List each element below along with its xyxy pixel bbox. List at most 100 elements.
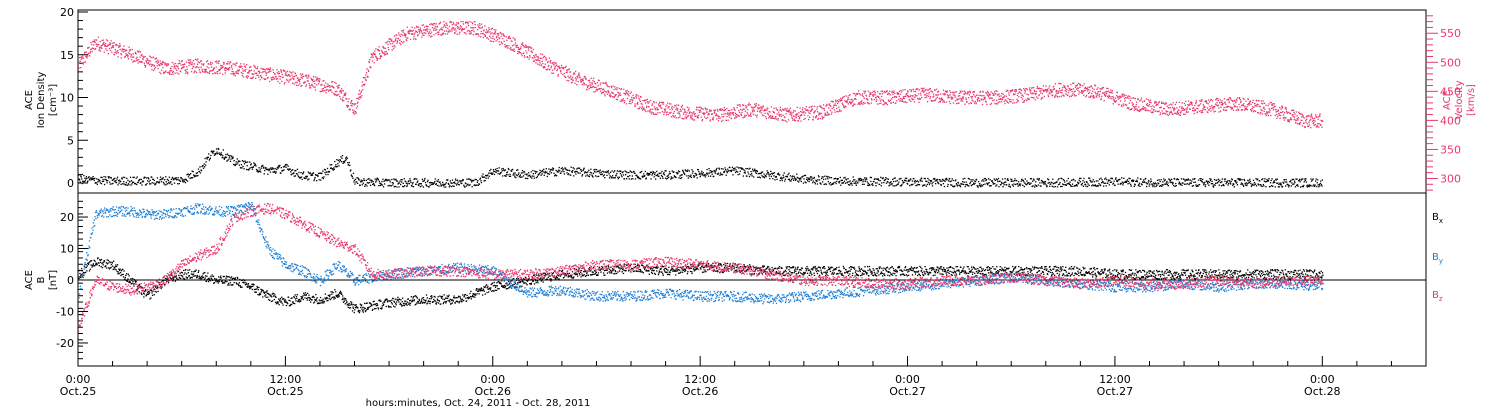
velocity-point [968,103,970,105]
density-point [87,180,89,182]
density-point [517,169,519,171]
density-point [646,173,648,175]
velocity-point [951,96,953,98]
density-point [291,173,293,175]
velocity-point [621,100,623,102]
velocity-point [103,41,105,44]
density-point [101,180,104,183]
density-point [103,175,105,178]
density-point [687,169,689,171]
velocity-point [688,109,690,111]
density-point [377,179,379,181]
density-point [602,175,604,177]
velocity-point [255,67,257,70]
velocity-point [1244,107,1246,109]
density-point [327,173,329,176]
velocity-point [212,73,214,75]
velocity-point [166,72,169,74]
density-point [530,176,532,178]
velocity-point [1177,112,1180,114]
velocity-point [200,60,202,62]
velocity-point [144,64,146,66]
velocity-point [425,29,427,32]
velocity-point [153,65,155,67]
velocity-point [1008,99,1011,101]
velocity-point [705,117,707,119]
velocity-point [826,111,828,113]
velocity-point [1302,116,1304,118]
velocity-point [133,56,135,58]
velocity-point [258,70,260,72]
velocity-point [1184,108,1186,111]
density-point [216,153,219,155]
density-point [227,154,230,157]
velocity-point [1240,100,1242,102]
density-point [302,173,304,175]
velocity-point [993,94,995,96]
velocity-point [1011,90,1013,92]
velocity-point [120,53,122,55]
density-point [445,182,447,184]
density-point [285,166,287,168]
velocity-point [634,105,637,107]
density-point [434,178,436,180]
velocity-point [1007,102,1010,104]
velocity-point [506,45,508,47]
velocity-point [374,53,376,55]
velocity-point [1133,97,1135,99]
velocity-point [337,85,339,87]
velocity-point [1105,94,1107,96]
density-point [415,183,417,185]
velocity-point [641,108,643,110]
velocity-point [431,24,433,26]
velocity-point [649,109,651,111]
velocity-point [167,64,170,66]
velocity-point [903,101,905,103]
velocity-point [1245,108,1247,110]
density-point [626,171,628,174]
velocity-point [873,90,875,93]
velocity-point [720,120,723,122]
velocity-point [620,88,622,91]
velocity-point [975,102,977,104]
density-point [336,159,338,161]
density-point [396,180,399,182]
density-point [373,184,375,186]
density-point [114,181,117,183]
velocity-point [445,26,447,29]
velocity-point [497,35,499,37]
velocity-point [1322,120,1324,122]
velocity-point [998,95,1001,97]
density-point [442,181,444,184]
velocity-point [107,44,109,46]
velocity-point [426,25,428,28]
density-point [695,172,697,175]
velocity-point [931,91,933,93]
velocity-point [764,108,766,111]
velocity-point [570,75,572,77]
density-point [487,177,489,179]
velocity-point [1068,90,1070,92]
velocity-point [1066,85,1069,87]
velocity-point [552,62,554,64]
velocity-point [699,110,701,112]
velocity-point [468,29,470,32]
density-point [682,170,684,173]
velocity-point [323,90,325,92]
density-point [453,185,455,187]
density-point [618,170,620,173]
velocity-point [168,71,170,73]
velocity-point [833,104,836,106]
velocity-point [1306,115,1308,117]
density-point [119,179,121,181]
velocity-point [176,72,178,74]
density-point [112,182,114,185]
velocity-point [1245,100,1247,102]
density-point [130,180,133,182]
velocity-point [314,82,316,85]
density-point [274,170,276,172]
density-point [192,171,194,173]
velocity-point [156,60,158,62]
velocity-point [1035,93,1037,96]
velocity-point [340,92,342,94]
